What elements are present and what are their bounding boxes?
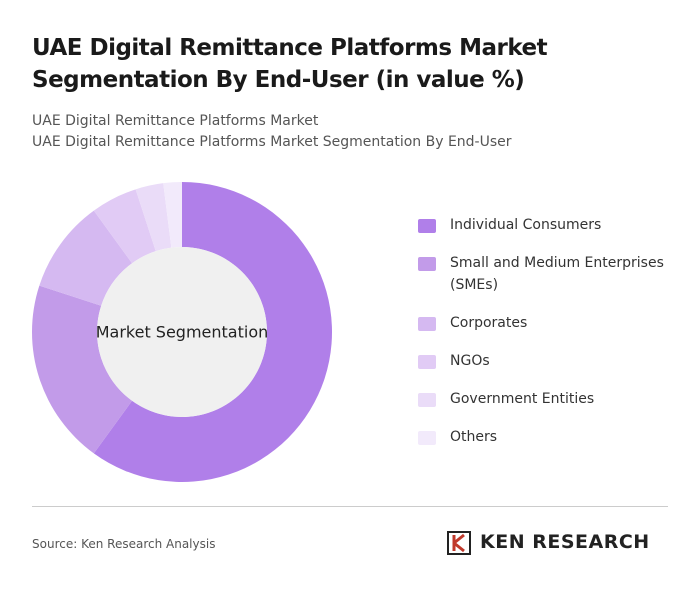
legend-swatch: [418, 393, 436, 407]
donut-slice: [93, 189, 156, 264]
legend-label: Small and Medium Enterprises (SMEs): [450, 255, 664, 293]
brand-icon: [447, 531, 471, 555]
legend-swatch: [418, 431, 436, 445]
legend-item: Individual Consumers: [418, 214, 688, 236]
divider: [32, 506, 668, 507]
brand: KEN RESEARCH: [480, 531, 650, 553]
donut-slice: [39, 210, 133, 306]
legend-label: Others: [450, 429, 498, 445]
legend-swatch: [418, 355, 436, 369]
legend-label: Government Entities: [450, 391, 595, 407]
legend-item: Small and Medium Enterprises (SMEs): [418, 252, 688, 296]
chart-title: UAE Digital Remittance Platforms Market …: [32, 35, 548, 93]
donut-slice: [135, 183, 172, 252]
donut-chart: Market Segmentation: [32, 182, 332, 482]
legend-swatch: [418, 219, 436, 233]
legend: Individual Consumers Small and Medium Ent…: [418, 214, 688, 464]
legend-item: Corporates: [418, 312, 688, 334]
legend-item: NGOs: [418, 350, 688, 372]
donut-center: [97, 247, 267, 417]
donut-slice: [32, 285, 133, 454]
legend-swatch: [418, 317, 436, 331]
legend-label: Individual Consumers: [450, 217, 602, 233]
center-label: Market Segmentation: [96, 323, 269, 342]
legend-swatch: [418, 257, 436, 271]
legend-label: NGOs: [450, 353, 490, 369]
donut-slice: [163, 182, 182, 248]
source: Source: Ken Research Analysis: [32, 537, 216, 551]
legend-item: Government Entities: [418, 388, 688, 410]
subtitle: UAE Digital Remittance Platforms Market: [32, 113, 319, 129]
legend-item: Others: [418, 426, 688, 448]
legend-label: Corporates: [450, 315, 528, 331]
subtitle: UAE Digital Remittance Platforms Market …: [32, 134, 512, 150]
donut-slice: [93, 182, 332, 482]
